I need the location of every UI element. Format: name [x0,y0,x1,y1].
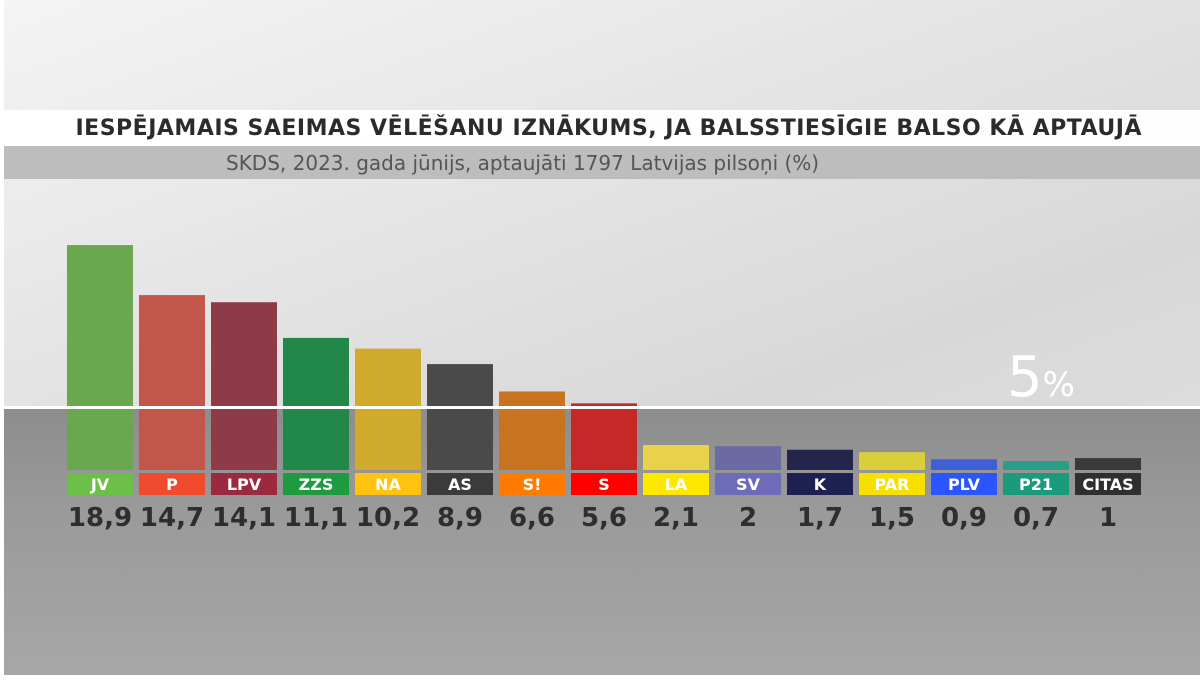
party-label-CITAS: CITAS [1082,475,1133,494]
party-label-AS: AS [448,475,472,494]
bar-AS [427,364,493,470]
bar-P21 [1003,461,1069,470]
party-label-NA: NA [375,475,401,494]
party-label-bg-PLV [931,473,997,495]
party-label-LPV: LPV [227,475,262,494]
title-bar: IESPĒJAMAIS SAEIMAS VĒLĒŠANU IZNĀKUMS, J… [4,110,1200,146]
party-label-bg-S! [499,473,565,495]
value-label-LPV: 14,1 [212,503,276,533]
value-label-CITAS: 1 [1099,503,1117,533]
party-label-bg-PAR [859,473,925,495]
party-label-bg-P21 [1003,473,1069,495]
party-label-bg-LA [643,473,709,495]
chart-title: IESPĒJAMAIS SAEIMAS VĒLĒŠANU IZNĀKUMS, J… [75,116,1142,141]
value-label-ZZS: 11,1 [284,503,348,533]
threshold-label: 5% [1007,350,1075,413]
value-label-K: 1,7 [797,503,843,533]
value-label-NA: 10,2 [356,503,420,533]
threshold-line [4,406,1200,409]
bar-SV [715,446,781,470]
party-label-bg-LPV [211,473,277,495]
value-label-PAR: 1,5 [869,503,915,533]
party-label-bg-ZZS [283,473,349,495]
value-label-P: 14,7 [140,503,204,533]
chart-subtitle: SKDS, 2023. gada jūnijs, aptaujāti 1797 … [226,151,820,175]
value-label-AS: 8,9 [437,503,483,533]
bar-S! [499,391,565,470]
bar-LA [643,445,709,470]
value-label-PLV: 0,9 [941,503,987,533]
threshold-unit: % [1042,365,1075,405]
party-label-ZZS: ZZS [299,475,334,494]
value-label-LA: 2,1 [653,503,699,533]
party-label-PLV: PLV [948,475,981,494]
bar-chart: JV 18,9 P 14,7 LPV 14,1 ZZS 11,1 NA 10,2 AS 8,9 S! 6,… [67,245,1141,533]
party-label-SV: SV [736,475,761,494]
bar-K [787,449,853,470]
value-label-P21: 0,7 [1013,503,1059,533]
party-label-bg-K [787,473,853,495]
bar-ZZS [283,337,349,470]
bar-JV [67,245,133,470]
party-label-P21: P21 [1019,475,1053,494]
bar-S [571,403,637,470]
party-label-JV: JV [90,475,110,494]
bar-PLV [931,459,997,470]
value-label-S!: 6,6 [509,503,555,533]
bar-CITAS [1075,458,1141,470]
party-label-bg-SV [715,473,781,495]
party-label-bg-S [571,473,637,495]
party-label-bg-NA [355,473,421,495]
party-label-bg-JV [67,473,133,495]
party-label-P: P [166,475,178,494]
bar-P [139,295,205,470]
value-label-S: 5,6 [581,503,627,533]
party-label-LA: LA [665,475,688,494]
party-label-bg-CITAS [1075,473,1141,495]
chart-stage: IESPĒJAMAIS SAEIMAS VĒLĒŠANU IZNĀKUMS, J… [4,0,1200,675]
party-label-bg-AS [427,473,493,495]
bar-LPV [211,302,277,470]
party-label-S!: S! [523,475,542,494]
value-label-JV: 18,9 [68,503,132,533]
party-label-bg-P [139,473,205,495]
bar-NA [355,348,421,470]
value-label-SV: 2 [739,503,757,533]
bar-PAR [859,452,925,470]
party-label-PAR: PAR [875,475,910,494]
party-label-K: K [814,475,827,494]
party-label-S: S [598,475,610,494]
subtitle-bar: SKDS, 2023. gada jūnijs, aptaujāti 1797 … [4,146,1200,179]
threshold-number: 5 [1007,345,1043,410]
